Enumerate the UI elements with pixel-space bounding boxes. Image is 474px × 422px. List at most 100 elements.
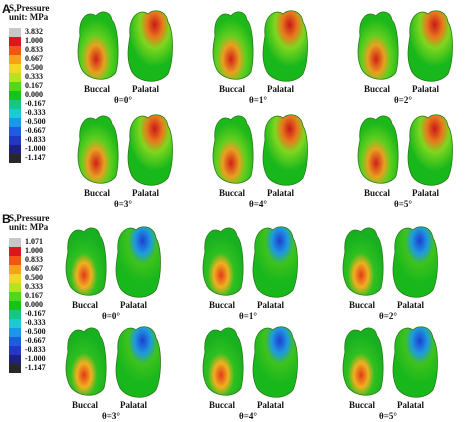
legend-swatch [9,109,21,118]
buccal-label: Buccal [364,84,390,94]
tooth-model-image [342,326,438,398]
legend-swatch [9,364,21,373]
legend-swatch [9,37,21,46]
tooth-model-image [202,326,298,398]
model-cell: Buccal Palatal θ=2° [335,222,451,322]
legend-tick-label: -0.667 [25,126,46,135]
palatal-label: Palatal [132,188,159,198]
theta-label: θ=1° [249,95,267,105]
palatal-label: Palatal [267,188,294,198]
legend-tick-label: 0.333 [25,72,43,81]
model-cell: Buccal Palatal θ=0° [70,6,186,106]
legend-swatch [9,28,21,37]
legend-tick-label: 0.167 [25,291,43,300]
legend-swatch [9,247,21,256]
tooth-model-image [77,114,173,186]
legend-swatch [9,55,21,64]
theta-label: θ=3° [114,199,132,209]
theta-label: θ=1° [239,311,257,321]
theta-label: θ=0° [102,311,120,321]
theta-label: θ=4° [239,411,257,421]
legend-title: S,Pressure [9,213,50,223]
legend-tick-label: -0.167 [25,99,46,108]
legend-swatch [9,238,21,247]
tooth-model-image [212,114,308,186]
legend-tick-label: 1.071 [25,237,43,246]
legend-swatch [9,292,21,301]
tooth-model-image [77,10,173,82]
palatal-label: Palatal [120,400,147,410]
model-cell: Buccal Palatal θ=0° [58,222,174,322]
palatal-label: Palatal [257,300,284,310]
legend-tick-label: 1.000 [25,36,43,45]
legend-tick-label: 0.500 [25,63,43,72]
legend-tick-label: 3.832 [25,27,43,36]
model-cell: Buccal Palatal θ=3° [70,110,186,210]
legend-tick-label: 0.500 [25,273,43,282]
buccal-label: Buccal [219,84,245,94]
buccal-label: Buccal [364,188,390,198]
legend-unit: unit: MPa [9,222,49,232]
legend-swatch [9,100,21,109]
theta-label: θ=2° [394,95,412,105]
legend-tick-label: -0.667 [25,336,46,345]
theta-label: θ=0° [114,95,132,105]
buccal-label: Buccal [209,300,235,310]
palatal-label: Palatal [412,84,439,94]
theta-label: θ=5° [379,411,397,421]
legend-swatch [9,82,21,91]
palatal-label: Palatal [267,84,294,94]
legend-swatch [9,127,21,136]
legend-swatch [9,46,21,55]
tooth-model-image [357,114,453,186]
legend-title: S,Pressure [9,3,50,13]
legend-swatch [9,310,21,319]
legend-unit: unit: MPa [9,12,49,22]
buccal-label: Buccal [209,400,235,410]
model-cell: Buccal Palatal θ=3° [58,322,174,422]
legend-swatch [9,136,21,145]
tooth-model-image [342,226,438,298]
palatal-label: Palatal [397,300,424,310]
buccal-label: Buccal [219,188,245,198]
legend-tick-label: -0.500 [25,327,46,336]
legend-tick-label: 0.167 [25,81,43,90]
legend-tick-label: 0.333 [25,282,43,291]
theta-label: θ=3° [102,411,120,421]
palatal-label: Palatal [132,84,159,94]
legend-swatch [9,265,21,274]
buccal-label: Buccal [349,400,375,410]
theta-label: θ=2° [379,311,397,321]
legend-tick-label: -0.167 [25,309,46,318]
tooth-model-image [65,326,161,398]
legend-swatch [9,73,21,82]
legend-swatch [9,319,21,328]
legend-swatch [9,328,21,337]
model-cell: Buccal Palatal θ=4° [205,110,321,210]
legend-swatch [9,301,21,310]
model-cell: Buccal Palatal θ=1° [205,6,321,106]
buccal-label: Buccal [72,400,98,410]
palatal-label: Palatal [397,400,424,410]
legend-tick-label: 0.667 [25,54,43,63]
legend-tick-label: -1.147 [25,153,46,162]
buccal-label: Buccal [84,84,110,94]
legend-tick-label: -1.000 [25,144,46,153]
legend-swatch [9,283,21,292]
legend-swatch [9,91,21,100]
legend-tick-label: -1.000 [25,354,46,363]
legend-swatch [9,256,21,265]
model-cell: Buccal Palatal θ=2° [350,6,466,106]
legend-tick-label: -1.147 [25,363,46,372]
legend-swatch [9,274,21,283]
model-cell: Buccal Palatal θ=5° [335,322,451,422]
legend-tick-label: 0.833 [25,255,43,264]
panel-b-label: B [2,212,11,226]
panel-a-label: A [2,2,11,16]
buccal-label: Buccal [349,300,375,310]
tooth-model-image [212,10,308,82]
tooth-model-image [202,226,298,298]
legend-swatch [9,346,21,355]
legend-tick-label: -0.500 [25,117,46,126]
legend-tick-label: -0.833 [25,345,46,354]
